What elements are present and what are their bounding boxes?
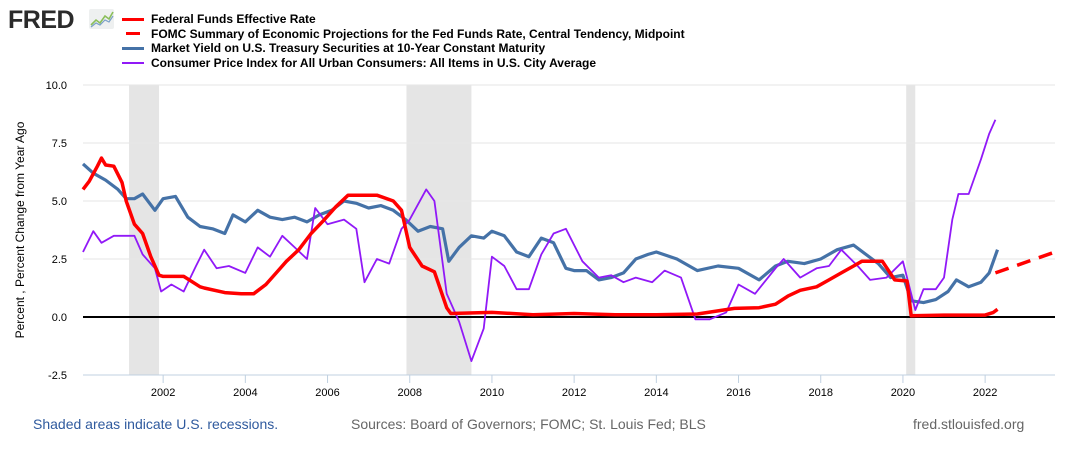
chart-legend: Federal Funds Effective Rate FOMC Summar… bbox=[122, 12, 685, 70]
x-tick-label: 2006 bbox=[315, 387, 339, 399]
series-line-2 bbox=[81, 162, 1000, 305]
y-axis-label: Percent , Percent Change from Year Ago bbox=[13, 121, 27, 338]
recession-band bbox=[906, 85, 916, 375]
x-tick-label: 2014 bbox=[644, 387, 668, 399]
series-line-0 bbox=[81, 156, 999, 318]
x-tick-label: 2004 bbox=[233, 387, 257, 399]
legend-item[interactable]: Federal Funds Effective Rate bbox=[122, 12, 685, 27]
x-tick-label: 2010 bbox=[480, 387, 504, 399]
legend-item[interactable]: FOMC Summary of Economic Projections for… bbox=[122, 27, 685, 42]
y-tick-label: 0.0 bbox=[52, 312, 67, 324]
y-tick-label: 7.5 bbox=[52, 138, 67, 150]
x-tick-label: 2018 bbox=[808, 387, 832, 399]
legend-label: Consumer Price Index for All Urban Consu… bbox=[151, 55, 596, 70]
legend-label: Federal Funds Effective Rate bbox=[151, 12, 316, 27]
fred-logo[interactable]: FRED bbox=[8, 6, 75, 34]
x-tick-label: 2016 bbox=[726, 387, 750, 399]
series-line-1 bbox=[994, 250, 1056, 275]
legend-swatch bbox=[122, 46, 144, 50]
legend-swatch bbox=[126, 32, 140, 36]
legend-swatch bbox=[122, 61, 144, 64]
x-tick-label: 2008 bbox=[397, 387, 421, 399]
y-tick-label: 10.0 bbox=[46, 80, 67, 92]
site-link[interactable]: fred.stlouisfed.org bbox=[913, 416, 1025, 432]
y-tick-label: -2.5 bbox=[48, 370, 67, 382]
x-tick-label: 2012 bbox=[562, 387, 586, 399]
y-tick-label: 5.0 bbox=[52, 196, 67, 208]
x-tick-label: 2022 bbox=[973, 387, 997, 399]
legend-item[interactable]: Consumer Price Index for All Urban Consu… bbox=[122, 56, 685, 71]
fred-line-chart-icon bbox=[89, 9, 114, 29]
recession-note: Shaded areas indicate U.S. recessions. bbox=[33, 416, 279, 432]
legend-label: Market Yield on U.S. Treasury Securities… bbox=[151, 41, 546, 56]
legend-item[interactable]: Market Yield on U.S. Treasury Securities… bbox=[122, 41, 685, 56]
x-tick-label: 2002 bbox=[151, 387, 175, 399]
sources-text: Sources: Board of Governors; FOMC; St. L… bbox=[351, 416, 706, 432]
series-line-3 bbox=[82, 119, 997, 363]
y-tick-label: 2.5 bbox=[52, 254, 67, 266]
x-tick-label: 2020 bbox=[891, 387, 915, 399]
legend-label: FOMC Summary of Economic Projections for… bbox=[151, 26, 685, 41]
legend-swatch bbox=[122, 17, 144, 21]
recession-band bbox=[129, 85, 160, 375]
